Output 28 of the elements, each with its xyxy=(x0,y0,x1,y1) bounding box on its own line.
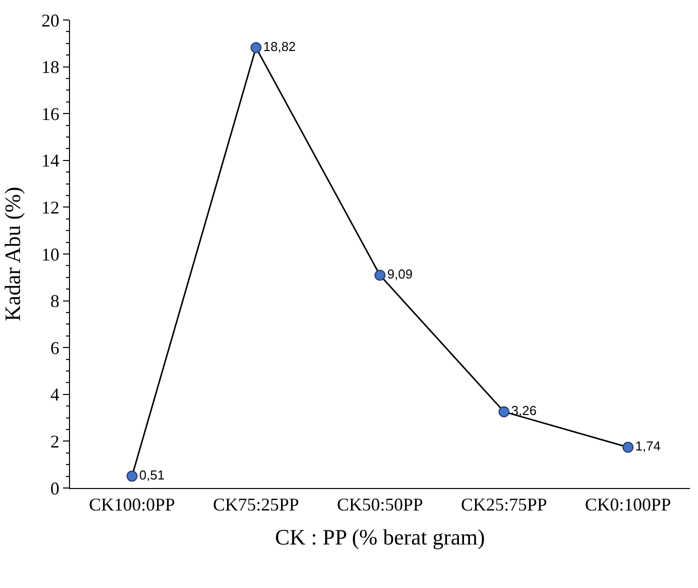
y-tick-label: 14 xyxy=(41,150,60,171)
x-tick-label: CK25:75PP xyxy=(460,494,548,515)
data-label: 3,26 xyxy=(511,402,537,418)
x-tick-label: CK75:25PP xyxy=(212,494,300,515)
y-tick-label: 20 xyxy=(41,10,60,30)
y-tick-label: 4 xyxy=(50,384,60,405)
data-label: 9,09 xyxy=(387,266,413,282)
point xyxy=(250,42,262,54)
y-tick-label: 6 xyxy=(50,338,60,358)
y-tick-label: 0 xyxy=(50,478,60,498)
y-tick-label: 18 xyxy=(41,57,60,78)
x-tick-label: CK50:50PP xyxy=(336,494,424,515)
point xyxy=(126,470,138,482)
data-label: 1,74 xyxy=(635,438,661,454)
y-tick-label: 10 xyxy=(41,244,60,264)
y-axis-title: Kadar Abu (%) xyxy=(0,186,25,322)
y-tick-label: 12 xyxy=(41,198,60,218)
x-tick-label: CK100:0PP xyxy=(88,494,176,515)
point xyxy=(622,442,634,453)
point xyxy=(498,406,510,418)
data-label: 0,51 xyxy=(139,467,165,482)
y-tick-label: 8 xyxy=(50,291,60,312)
y-tick-label: 16 xyxy=(41,104,60,124)
y-tick-label: 2 xyxy=(50,432,60,452)
point xyxy=(374,270,386,281)
x-tick-label: CK0:100PP xyxy=(584,494,672,515)
data-label: 18,82 xyxy=(263,38,296,54)
x-axis-title: CK : PP (% berat gram) xyxy=(275,524,485,550)
